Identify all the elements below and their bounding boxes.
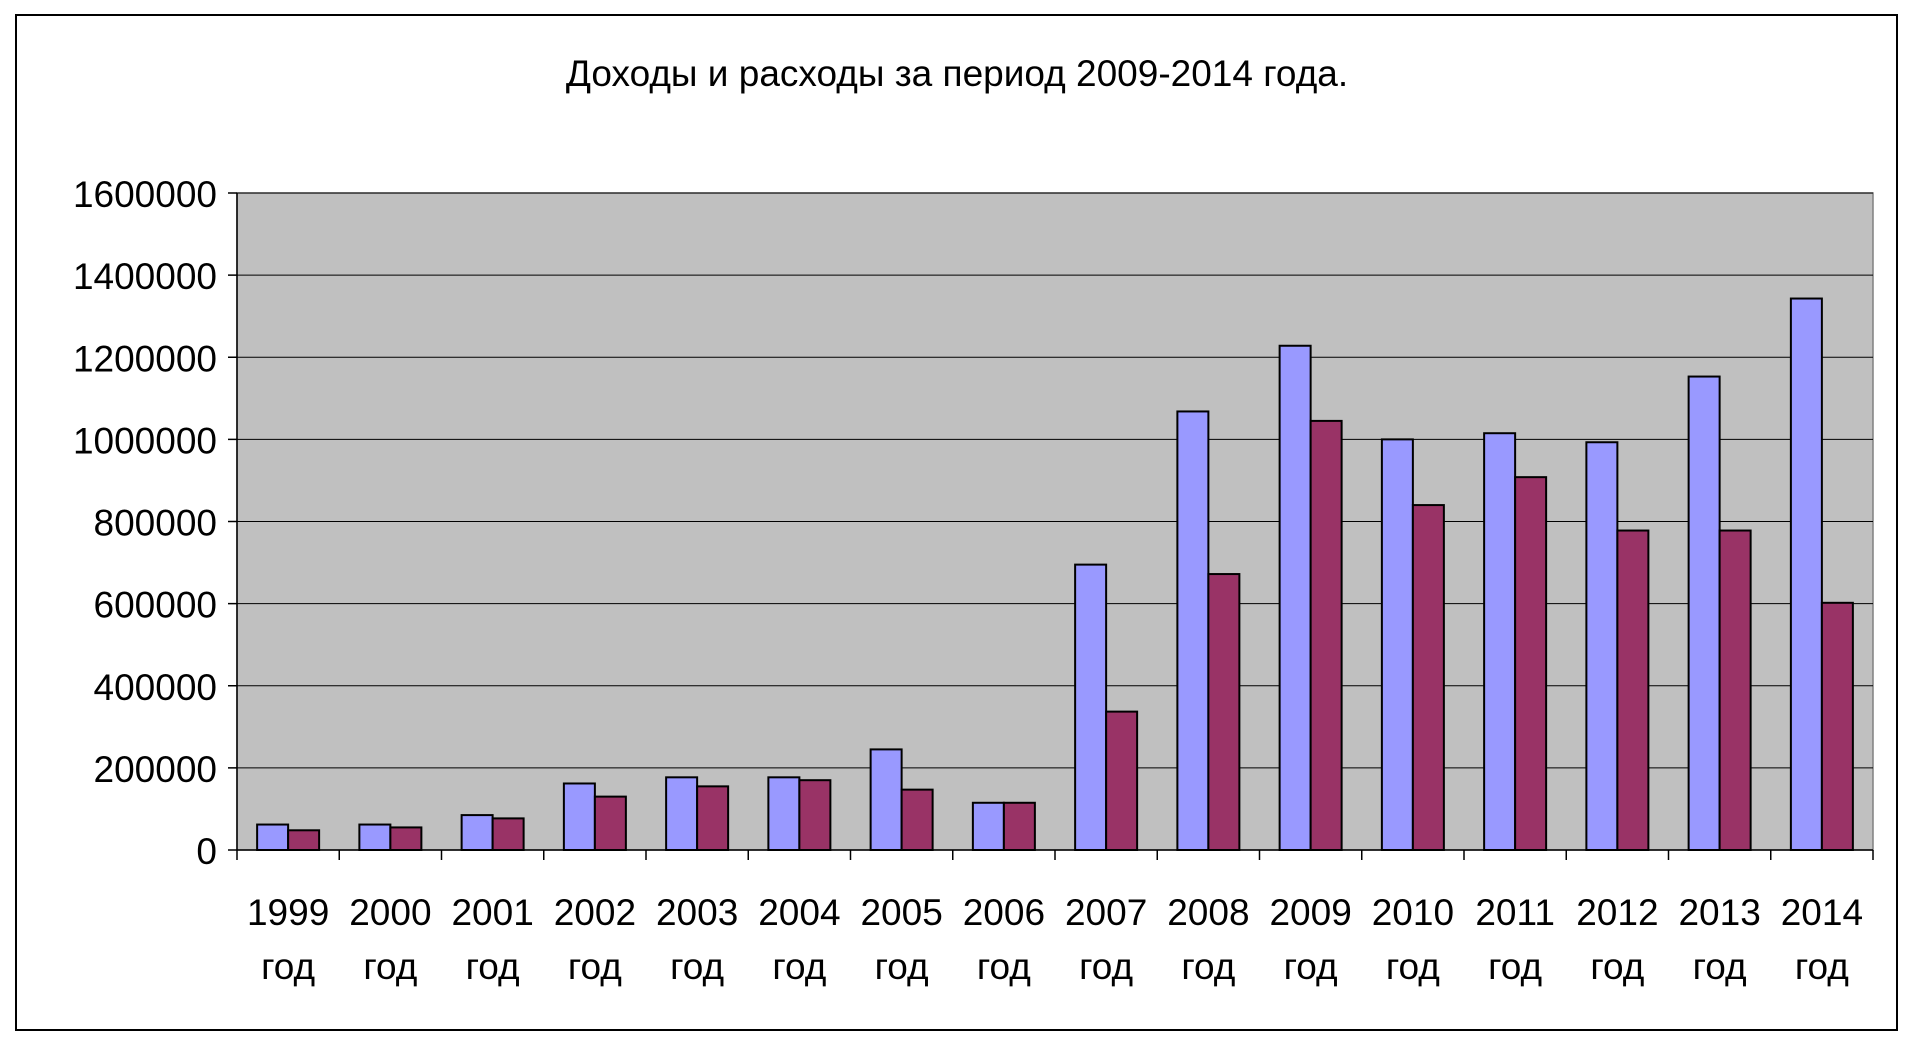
x-tick-label-year: 2006 — [963, 892, 1045, 933]
x-tick-label-unit: год — [568, 946, 622, 987]
x-tick-label-unit: год — [1284, 946, 1338, 987]
x-tick-label-year: 2001 — [451, 892, 533, 933]
bar-income-2001 — [460, 814, 494, 851]
x-tick-label-year: 2002 — [554, 892, 636, 933]
x-tick-label-year: 1999 — [247, 892, 329, 933]
y-tick-label: 1400000 — [73, 256, 217, 297]
y-tick-label: 200000 — [94, 749, 217, 790]
bar-expense-2010 — [1411, 504, 1445, 851]
bar-expense-2012 — [1616, 529, 1650, 851]
y-tick-label: 0 — [196, 831, 217, 872]
x-tick-label-unit: год — [261, 946, 315, 987]
x-tick-label-year: 2008 — [1167, 892, 1249, 933]
bar-income-2004 — [767, 776, 801, 852]
bar-income-2006 — [971, 801, 1005, 852]
x-tick-label-year: 2007 — [1065, 892, 1147, 933]
bar-expense-2000 — [389, 826, 423, 852]
x-tick-label-unit: год — [772, 946, 826, 987]
x-tick-label-unit: год — [363, 946, 417, 987]
y-tick-label: 1200000 — [73, 338, 217, 379]
x-tick-label-year: 2003 — [656, 892, 738, 933]
bar-expense-2006 — [1002, 801, 1036, 852]
bar-income-2013 — [1687, 375, 1721, 851]
x-tick-label-unit: год — [1181, 946, 1235, 987]
y-tick-label: 600000 — [94, 585, 217, 626]
x-tick-label-year: 2005 — [860, 892, 942, 933]
y-tick-label: 800000 — [94, 503, 217, 544]
x-tick-label-year: 2010 — [1372, 892, 1454, 933]
bar-expense-2009 — [1309, 419, 1343, 851]
bar-expense-2001 — [491, 817, 525, 852]
x-tick-label-unit: год — [977, 946, 1031, 987]
bar-expense-2014 — [1820, 601, 1854, 852]
bar-income-2009 — [1278, 344, 1312, 851]
x-tick-label-unit: год — [875, 946, 929, 987]
bar-income-2000 — [358, 823, 392, 852]
bar-expense-2002 — [593, 795, 627, 852]
bar-income-2005 — [869, 748, 903, 851]
bar-expense-2005 — [900, 788, 934, 851]
x-tick-label-year: 2012 — [1576, 892, 1658, 933]
x-tick-label-unit: год — [1079, 946, 1133, 987]
x-tick-label-year: 2000 — [349, 892, 431, 933]
x-tick-label-unit: год — [1590, 946, 1644, 987]
bar-income-2011 — [1483, 432, 1517, 851]
x-tick-label-unit: год — [670, 946, 724, 987]
y-tick-label: 1000000 — [73, 420, 217, 461]
x-tick-label-unit: год — [1488, 946, 1542, 987]
x-tick-label-year: 2014 — [1781, 892, 1863, 933]
bar-income-2003 — [665, 776, 699, 852]
bar-income-1999 — [256, 823, 290, 852]
chart-title: Доходы и расходы за период 2009-2014 год… — [566, 53, 1348, 94]
x-tick-label-unit: год — [1795, 946, 1849, 987]
axes — [228, 192, 1874, 860]
bar-expense-1999 — [287, 829, 321, 851]
bar-income-2010 — [1380, 438, 1414, 851]
x-tick-label-year: 2004 — [758, 892, 840, 933]
bar-income-2008 — [1176, 410, 1210, 851]
bar-expense-2013 — [1718, 529, 1752, 851]
bar-expense-2007 — [1105, 710, 1139, 852]
y-tick-labels: 0 200000 400000 600000 800000 1000000 1200000 1… — [73, 174, 217, 872]
bar-expense-2011 — [1514, 476, 1548, 851]
x-tick-labels: 1999 год 2000 год 2001 год 2002 год 2003 год 2004 г… — [247, 892, 1863, 987]
bar-income-2012 — [1585, 441, 1619, 851]
x-tick-label-unit: год — [1693, 946, 1747, 987]
y-tick-label: 400000 — [94, 667, 217, 708]
bar-income-2007 — [1074, 563, 1108, 851]
x-tick-label-unit: год — [466, 946, 520, 987]
x-tick-label-year: 2009 — [1269, 892, 1351, 933]
x-tick-label-year: 2013 — [1678, 892, 1760, 933]
bar-expense-2008 — [1207, 573, 1241, 851]
bars — [256, 297, 1854, 852]
x-tick-label-year: 2011 — [1475, 892, 1555, 933]
y-tick-label: 1600000 — [73, 174, 217, 215]
bar-income-2002 — [562, 782, 596, 852]
bar-income-2014 — [1789, 297, 1823, 851]
bar-expense-2004 — [798, 779, 832, 851]
bar-expense-2003 — [696, 785, 730, 852]
x-tick-label-unit: год — [1386, 946, 1440, 987]
